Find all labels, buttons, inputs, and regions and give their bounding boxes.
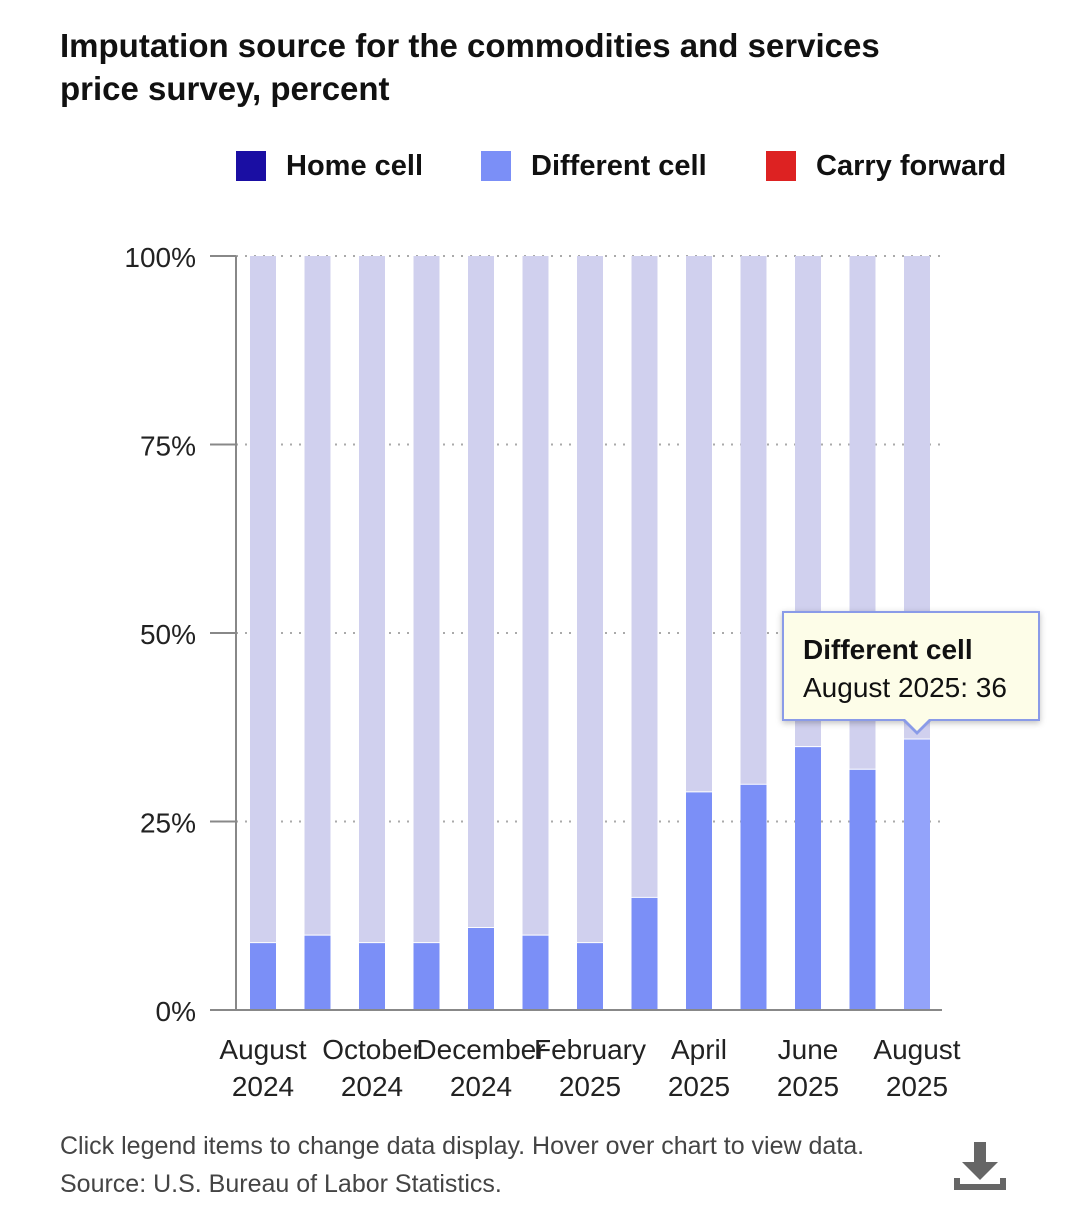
legend-item-different-cell[interactable]: Different cell <box>481 146 707 186</box>
bar-segment[interactable] <box>304 934 331 1010</box>
bar-segment[interactable] <box>250 942 276 1010</box>
bar-segment[interactable] <box>631 256 658 897</box>
tooltip-pointer-fill <box>904 718 930 731</box>
legend-label-carry-forward: Carry forward <box>816 149 1007 182</box>
data-tooltip: Different cell August 2025: 36 <box>782 611 1040 735</box>
legend-swatch-home-cell <box>236 151 266 181</box>
x-tick-label: February <box>534 1034 646 1065</box>
bar-segment[interactable] <box>686 791 712 1010</box>
y-tick-label: 25% <box>140 808 196 839</box>
x-tick-label: 2024 <box>232 1071 294 1102</box>
x-tick-label: 2025 <box>777 1071 839 1102</box>
bar-segment[interactable] <box>522 256 549 935</box>
x-tick-label: 2024 <box>341 1071 403 1102</box>
legend-swatch-carry-forward <box>766 151 796 181</box>
legend-item-carry-forward[interactable]: Carry forward <box>766 146 1006 186</box>
footer-source: Source: U.S. Bureau of Labor Statistics. <box>60 1170 502 1198</box>
bar-segment[interactable] <box>359 256 385 943</box>
bar-segment[interactable] <box>413 256 440 943</box>
legend-item-home-cell[interactable]: Home cell <box>236 146 423 186</box>
legend-swatch-different-cell <box>481 151 511 181</box>
y-tick-label: 0% <box>156 996 196 1027</box>
tooltip-series-name: Different cell <box>803 634 973 665</box>
legend-label-home-cell: Home cell <box>286 149 423 182</box>
footer-instructions: Click legend items to change data displa… <box>60 1132 865 1160</box>
x-tick-label: August <box>873 1034 960 1065</box>
chart-footer: Click legend items to change data displa… <box>60 1127 864 1203</box>
x-tick-label: August <box>219 1034 306 1065</box>
x-tick-label: December <box>416 1034 545 1065</box>
bar-segment[interactable] <box>849 768 876 1010</box>
bar-segment[interactable] <box>740 256 767 784</box>
legend-label-different-cell: Different cell <box>531 149 707 182</box>
tooltip-value: August 2025: 36 <box>803 672 1007 703</box>
y-tick-label: 100% <box>124 242 196 273</box>
bar-segment[interactable] <box>795 746 821 1010</box>
bar-segment[interactable] <box>522 934 549 1010</box>
bar-segment[interactable] <box>304 256 331 935</box>
y-tick-label: 50% <box>140 619 196 650</box>
bar-segment[interactable] <box>631 896 658 1010</box>
bar-segment[interactable] <box>577 256 603 943</box>
bar-segment[interactable] <box>686 256 712 792</box>
bar-segment[interactable] <box>250 256 276 943</box>
y-tick-label: 75% <box>140 431 196 462</box>
x-tick-label: 2025 <box>886 1071 948 1102</box>
legend: Home cell Different cell Carry forward <box>0 146 1080 186</box>
x-tick-label: 2024 <box>450 1071 512 1102</box>
x-tick-label: April <box>671 1034 727 1065</box>
x-tick-label: 2025 <box>559 1071 621 1102</box>
x-tick-label: October <box>322 1034 422 1065</box>
bar-segment[interactable] <box>904 738 930 1010</box>
download-icon[interactable] <box>952 1138 1008 1194</box>
bar-segment[interactable] <box>468 927 494 1010</box>
x-tick-label: June <box>778 1034 839 1065</box>
bar-segment[interactable] <box>740 783 767 1010</box>
bar-segment[interactable] <box>468 256 494 928</box>
bar-segment[interactable] <box>359 942 385 1010</box>
bar-segment[interactable] <box>413 942 440 1010</box>
bar-segment[interactable] <box>577 942 603 1010</box>
x-tick-label: 2025 <box>668 1071 730 1102</box>
chart-title: Imputation source for the commodities an… <box>60 27 880 107</box>
